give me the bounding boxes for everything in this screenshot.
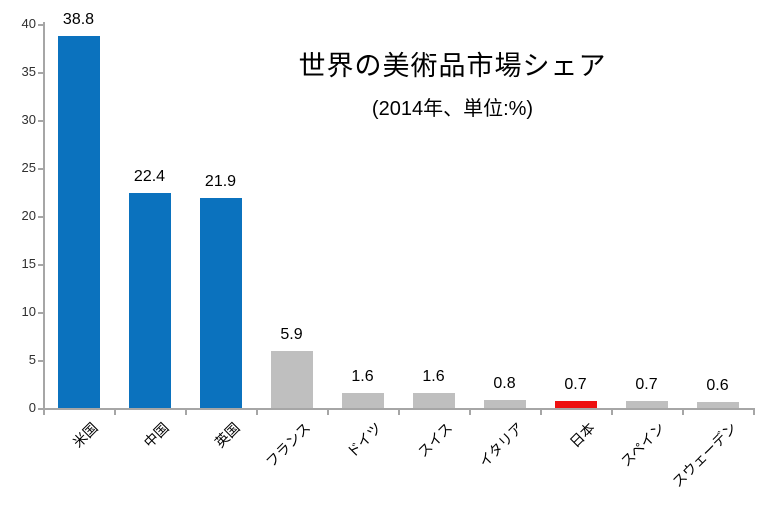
- bar: [483, 400, 526, 408]
- bar-value-label: 1.6: [351, 367, 374, 385]
- y-tick-mark: [38, 360, 43, 362]
- x-tick-mark: [540, 408, 542, 415]
- x-tick-mark: [469, 408, 471, 415]
- bar-value-label: 0.6: [706, 377, 729, 395]
- x-tick-mark: [185, 408, 187, 415]
- category-label: ドイツ: [343, 419, 385, 461]
- y-tick-mark: [38, 24, 43, 26]
- x-tick-mark: [611, 408, 613, 415]
- y-axis: [43, 22, 45, 414]
- x-tick-mark: [398, 408, 400, 415]
- bar: [128, 192, 171, 408]
- y-tick-mark: [38, 408, 43, 410]
- bar-value-label: 21.9: [204, 172, 237, 190]
- bar-value-label: 0.7: [564, 376, 587, 394]
- bar: [270, 351, 313, 408]
- y-tick-label: 0: [28, 400, 36, 415]
- bar-value-label: 0.7: [635, 376, 658, 394]
- category-label: 英国: [211, 419, 243, 451]
- category-label: スウェーデン: [668, 419, 740, 491]
- y-tick-label: 15: [21, 256, 36, 271]
- category-label: 米国: [69, 419, 101, 451]
- category-label: 中国: [140, 419, 172, 451]
- x-tick-mark: [753, 408, 755, 415]
- bar: [625, 401, 668, 408]
- x-tick-mark: [682, 408, 684, 415]
- category-label: スイス: [414, 419, 456, 461]
- category-label: フランス: [262, 419, 314, 471]
- y-tick-label: 20: [21, 208, 36, 223]
- bar: [341, 392, 384, 408]
- bar-value-label: 5.9: [280, 326, 303, 344]
- y-tick-mark: [38, 216, 43, 218]
- category-label: 日本: [566, 419, 598, 451]
- bar: [57, 35, 100, 408]
- x-tick-mark: [114, 408, 116, 415]
- chart-title: 世界の美術品市場シェア: [298, 51, 607, 81]
- y-tick-label: 30: [21, 112, 36, 127]
- bar: [412, 392, 455, 408]
- y-tick-mark: [38, 120, 43, 122]
- chart-subtitle: (2014年、単位:%): [371, 98, 534, 120]
- bar: [696, 402, 739, 408]
- y-tick-label: 25: [21, 160, 36, 175]
- bar: [554, 401, 597, 408]
- x-tick-mark: [256, 408, 258, 415]
- bar: [199, 197, 242, 408]
- bar-value-label: 1.6: [422, 367, 445, 385]
- y-tick-mark: [38, 72, 43, 74]
- y-tick-label: 35: [21, 64, 36, 79]
- bar-value-label: 22.4: [133, 167, 166, 185]
- y-tick-mark: [38, 312, 43, 314]
- y-tick-mark: [38, 168, 43, 170]
- y-tick-mark: [38, 264, 43, 266]
- y-tick-label: 40: [21, 16, 36, 31]
- x-tick-mark: [327, 408, 329, 415]
- bar-value-label: 38.8: [62, 10, 95, 28]
- x-tick-mark: [43, 408, 45, 415]
- category-label: スペイン: [618, 419, 669, 470]
- y-tick-label: 5: [28, 352, 36, 367]
- bar-value-label: 0.8: [493, 375, 516, 393]
- category-label: イタリア: [475, 419, 527, 470]
- y-tick-label: 10: [21, 304, 36, 319]
